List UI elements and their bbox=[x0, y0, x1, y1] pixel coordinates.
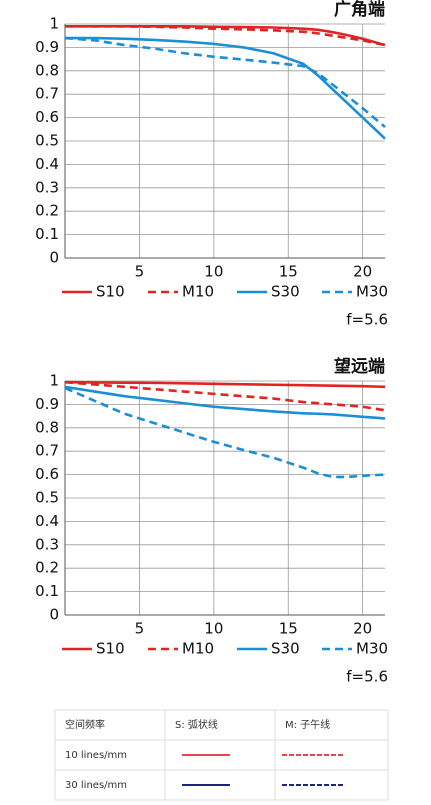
series-line bbox=[64, 36, 386, 128]
y-tick-label: 0.4 bbox=[35, 155, 59, 173]
series-line bbox=[64, 380, 386, 389]
y-tick-label: 0.3 bbox=[35, 178, 59, 196]
y-tick-label: 0.5 bbox=[35, 489, 59, 507]
legend-label: S30 bbox=[271, 283, 300, 301]
y-tick-label: 1 bbox=[49, 15, 59, 33]
table-header: S: 弧状线 bbox=[175, 718, 218, 731]
y-tick-label: 0.3 bbox=[35, 535, 59, 553]
legend-label: M30 bbox=[356, 640, 388, 658]
chart-title: 望远端 bbox=[334, 356, 385, 377]
x-tick-label: 10 bbox=[204, 620, 223, 638]
y-tick-label: 0.7 bbox=[35, 85, 59, 103]
annotation: f=5.6 bbox=[346, 311, 388, 329]
series-line bbox=[64, 385, 386, 420]
y-tick-label: 0.7 bbox=[35, 442, 59, 460]
y-tick-label: 0.4 bbox=[35, 512, 59, 530]
y-tick-label: 0.2 bbox=[35, 202, 59, 220]
x-tick-label: 15 bbox=[279, 620, 298, 638]
x-tick-label: 5 bbox=[135, 263, 145, 281]
series-line bbox=[65, 25, 386, 47]
series-line bbox=[65, 36, 386, 140]
legend-label: M10 bbox=[182, 283, 214, 301]
y-tick-label: 0.9 bbox=[35, 38, 59, 56]
legend-label: S10 bbox=[96, 640, 125, 658]
y-tick-label: 0.1 bbox=[35, 225, 59, 243]
y-tick-label: 0.8 bbox=[35, 61, 59, 79]
table-header: 空间频率 bbox=[65, 718, 105, 731]
row-label: 30 lines/mm bbox=[65, 780, 127, 791]
y-tick-label: 0.6 bbox=[35, 465, 59, 483]
chart-title: 广角端 bbox=[334, 0, 385, 20]
x-tick-label: 10 bbox=[204, 263, 223, 281]
legend-label: S30 bbox=[271, 640, 300, 658]
y-tick-label: 0.6 bbox=[35, 108, 59, 126]
x-tick-label: 20 bbox=[353, 620, 372, 638]
x-tick-label: 15 bbox=[279, 263, 298, 281]
x-tick-label: 20 bbox=[353, 263, 372, 281]
x-tick-label: 5 bbox=[135, 620, 145, 638]
y-tick-label: 0.9 bbox=[35, 395, 59, 413]
legend-label: M30 bbox=[356, 283, 388, 301]
y-tick-label: 0 bbox=[49, 606, 59, 624]
legend-label: M10 bbox=[182, 640, 214, 658]
y-tick-label: 0 bbox=[49, 249, 59, 267]
y-tick-label: 0.2 bbox=[35, 559, 59, 577]
table-header: M: 子午线 bbox=[285, 718, 330, 731]
series-line bbox=[64, 386, 386, 479]
legend-label: S10 bbox=[96, 283, 125, 301]
y-tick-label: 0.5 bbox=[35, 132, 59, 150]
y-tick-label: 0.1 bbox=[35, 582, 59, 600]
y-tick-label: 0.8 bbox=[35, 418, 59, 436]
annotation: f=5.6 bbox=[346, 668, 388, 686]
y-tick-label: 1 bbox=[49, 372, 59, 390]
row-label: 10 lines/mm bbox=[65, 750, 127, 761]
series-line bbox=[65, 25, 386, 47]
